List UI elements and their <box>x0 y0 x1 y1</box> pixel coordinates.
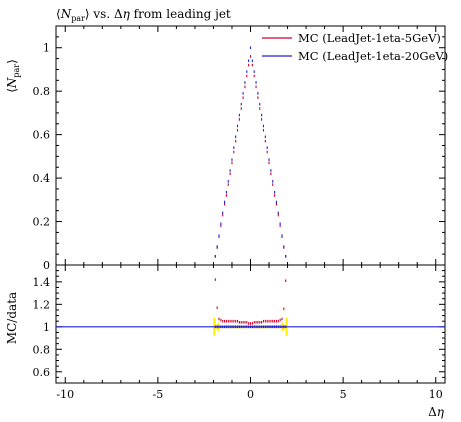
ratio-xtick-label: 0 <box>247 388 254 401</box>
ratio-xlabel: Δη <box>428 405 445 419</box>
main-ytick-label: 0.2 <box>33 216 51 229</box>
ratio-xtick-label: 10 <box>429 388 443 401</box>
ratio-xtick-label: -10 <box>56 388 74 401</box>
main-ytick-label: 0.4 <box>33 172 51 185</box>
legend-label-0: MC (LeadJet-1eta-5GeV) <box>298 31 441 45</box>
ratio-xtick-label: -5 <box>153 388 164 401</box>
ratio-ytick-label: 1 <box>43 321 50 334</box>
ratio-ytick-label: 1.4 <box>33 276 51 289</box>
main-ytick-label: 1 <box>43 42 50 55</box>
chart-title: ⟨Npar⟩ vs. Δη from leading jet <box>56 7 231 23</box>
main-ytick-label: 0.6 <box>33 129 51 142</box>
ratio-ytick-label: 0.8 <box>33 343 51 356</box>
ratio-ylabel: MC/data <box>5 292 19 344</box>
ratio-xtick-label: 5 <box>340 388 347 401</box>
main-ylabel: ⟨Npar⟩ <box>5 59 21 93</box>
ratio-ytick-label: 0.6 <box>33 366 51 379</box>
main-ytick-label: 0.8 <box>33 85 51 98</box>
legend-label-1: MC (LeadJet-1eta-20GeV) <box>298 49 448 63</box>
ratio-ytick-label: 1.2 <box>33 298 51 311</box>
main-ytick-label: 0 <box>43 259 50 272</box>
